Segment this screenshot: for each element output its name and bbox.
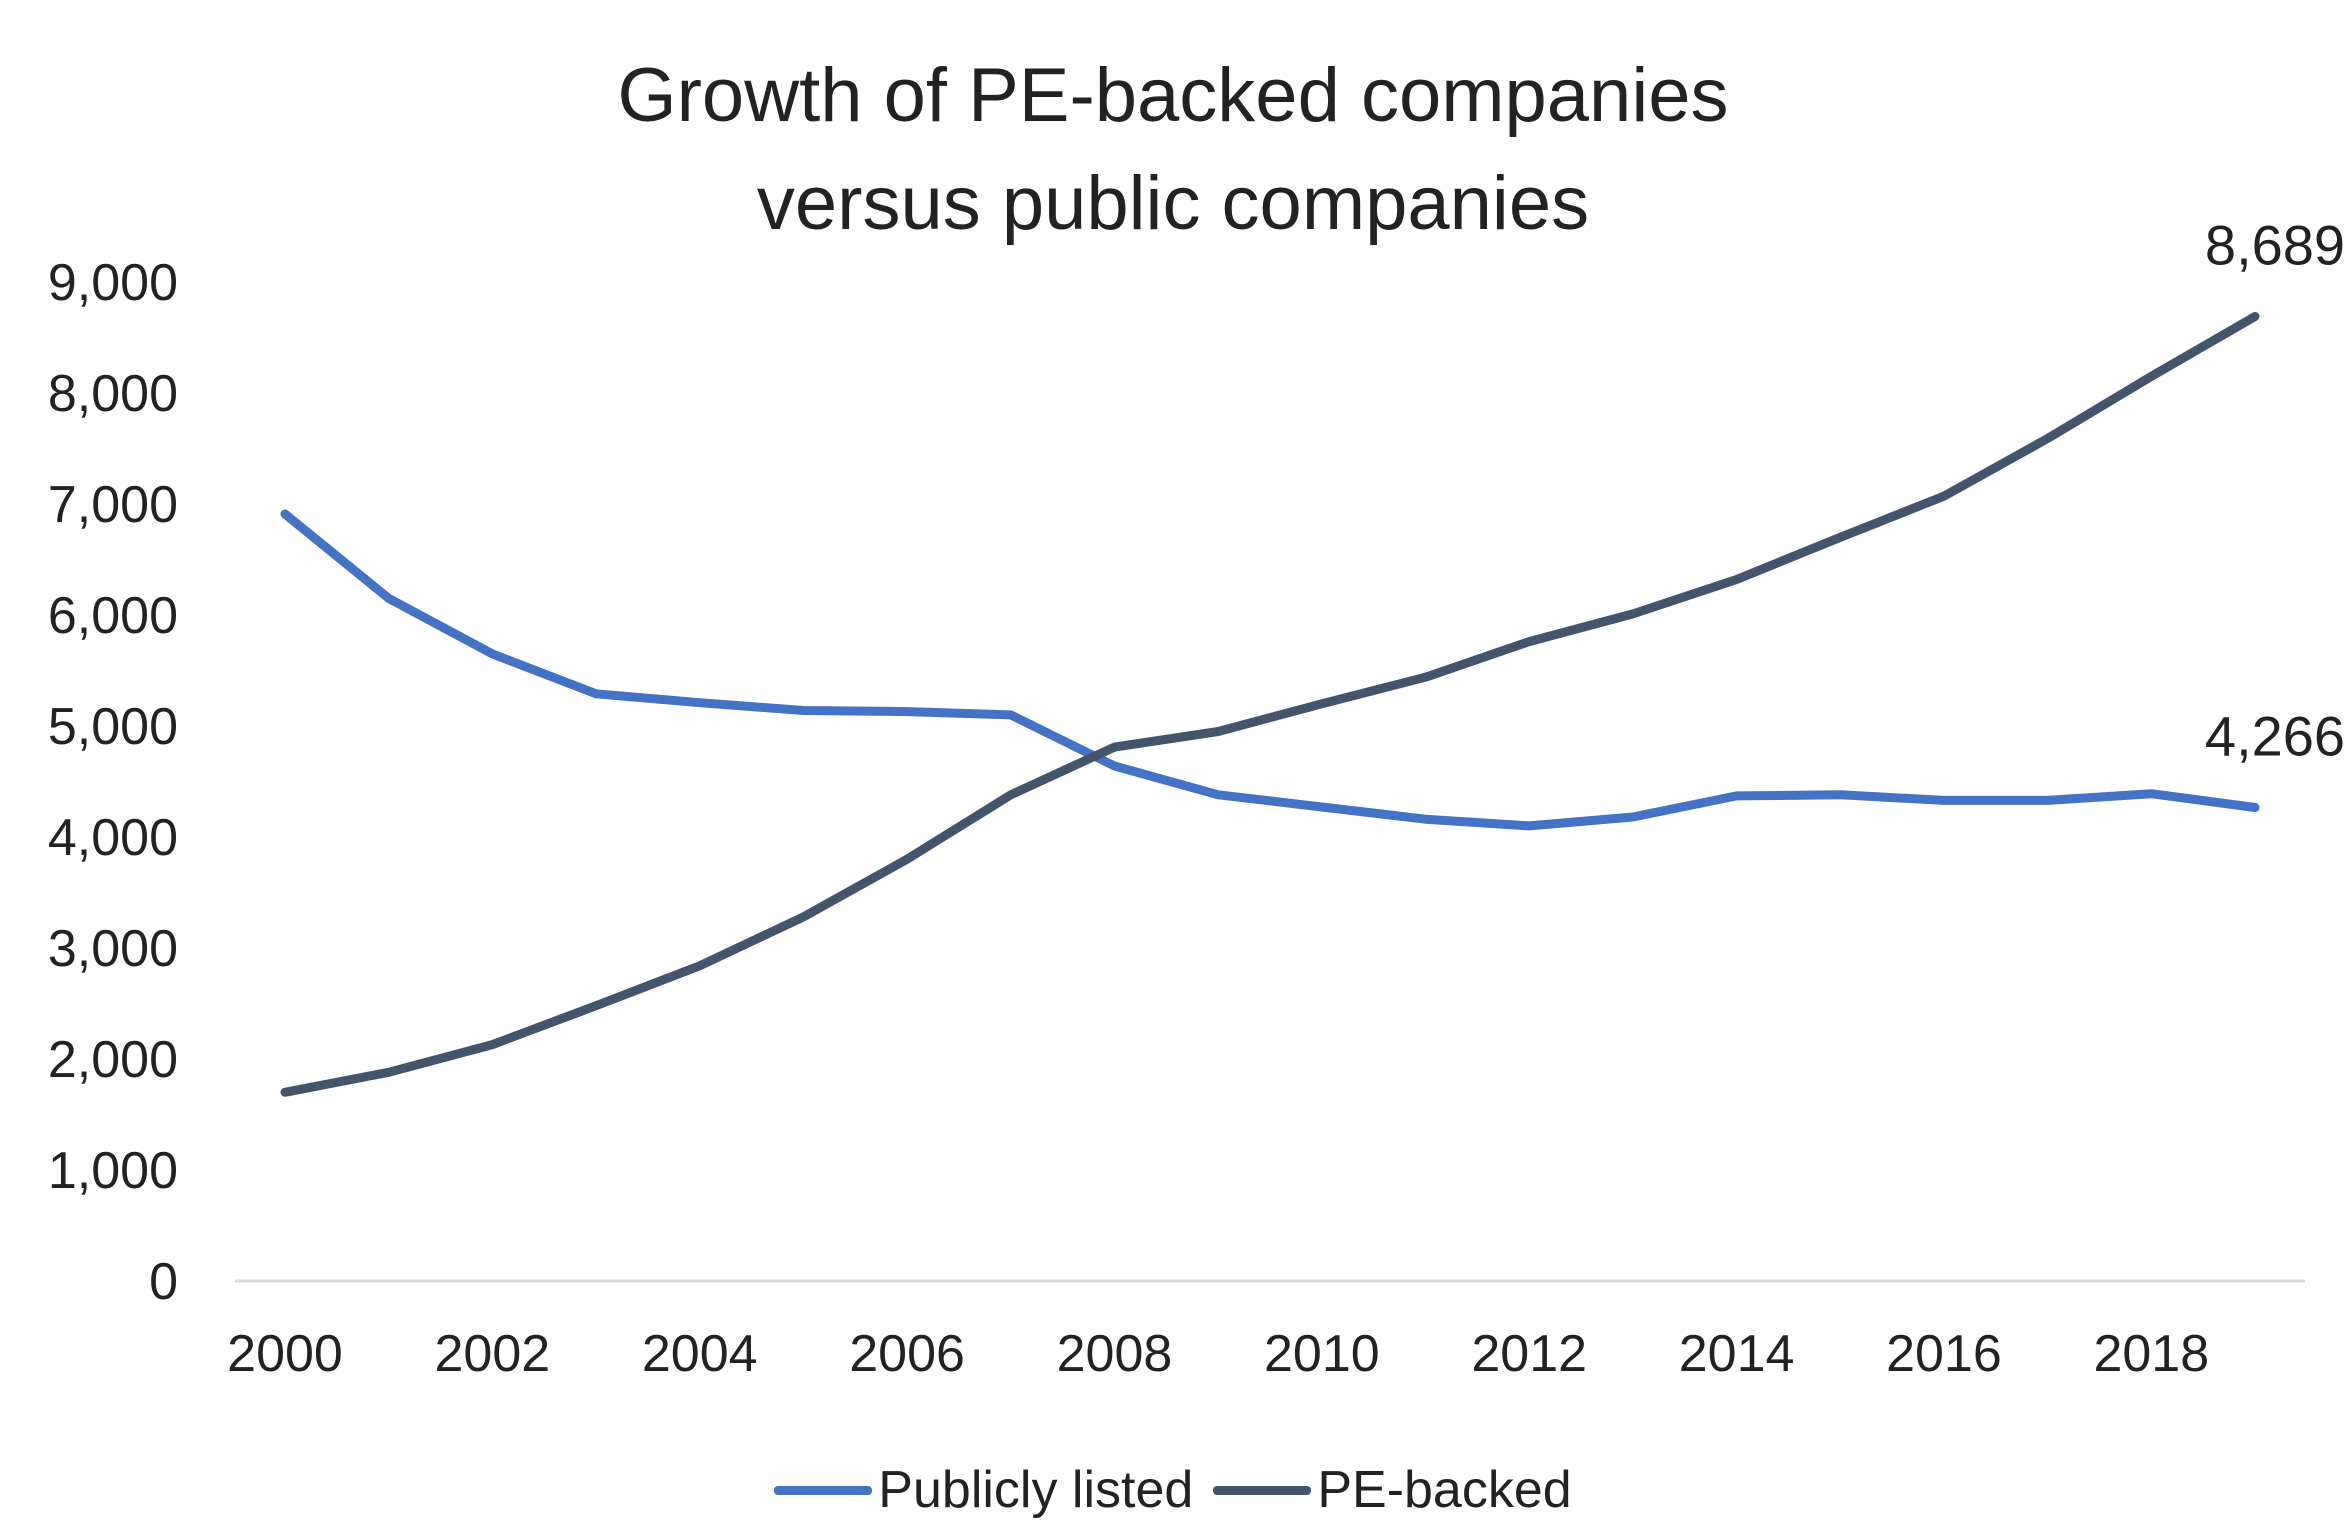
legend: Publicly listed PE-backed <box>0 1460 2346 1520</box>
series-lines <box>280 312 2260 1097</box>
x-tick-label: 2010 <box>1264 1325 1380 1383</box>
chart-title: Growth of PE-backed companies versus pub… <box>0 42 2346 258</box>
x-tick-label: 2012 <box>1471 1325 1587 1383</box>
y-tick-label: 6,000 <box>48 587 178 645</box>
y-axis-tick-labels: 0 1,000 2,000 3,000 4,000 5,000 6,000 7,000 8,00… <box>48 254 178 1311</box>
chart-title-line-1: Growth of PE-backed companies <box>617 53 1729 138</box>
data-labels: 8,689 4,266 <box>2205 214 2345 768</box>
y-tick-label: 4,000 <box>48 809 178 867</box>
y-tick-label: 3,000 <box>48 920 178 978</box>
legend-label-publicly-listed: Publicly listed <box>878 1461 1194 1519</box>
y-tick-label: 8,000 <box>48 365 178 423</box>
y-tick-label: 9,000 <box>48 254 178 312</box>
data-label: 8,689 <box>2205 214 2345 277</box>
y-tick-label: 7,000 <box>48 476 178 534</box>
legend-swatch-pe-backed <box>1213 1485 1312 1495</box>
series-line-publicly-listed <box>280 509 2260 831</box>
x-tick-label: 2000 <box>227 1325 343 1383</box>
x-tick-label: 2008 <box>1057 1325 1173 1383</box>
legend-swatch-publicly-listed <box>774 1485 873 1495</box>
y-tick-label: 0 <box>149 1253 178 1311</box>
y-tick-label: 2,000 <box>48 1031 178 1089</box>
data-label: 4,266 <box>2205 704 2345 767</box>
chart-title-line-2: versus public companies <box>756 161 1590 246</box>
x-tick-label: 2006 <box>849 1325 965 1383</box>
x-tick-label: 2004 <box>642 1325 758 1383</box>
legend-label-pe-backed: PE-backed <box>1317 1461 1572 1519</box>
x-tick-label: 2014 <box>1679 1325 1795 1383</box>
series-line-pe-backed <box>280 312 2260 1097</box>
y-tick-label: 1,000 <box>48 1142 178 1200</box>
x-tick-label: 2018 <box>2093 1325 2209 1383</box>
legend-item-pe-backed: PE-backed <box>1213 1460 1572 1520</box>
y-tick-label: 5,000 <box>48 698 178 756</box>
x-axis-tick-labels: 2000 2002 2004 2006 2008 2010 2012 2014 2016 2018 <box>227 1325 2209 1383</box>
x-tick-label: 2002 <box>435 1325 551 1383</box>
legend-item-publicly-listed: Publicly listed <box>774 1460 1193 1520</box>
x-tick-label: 2016 <box>1886 1325 2002 1383</box>
